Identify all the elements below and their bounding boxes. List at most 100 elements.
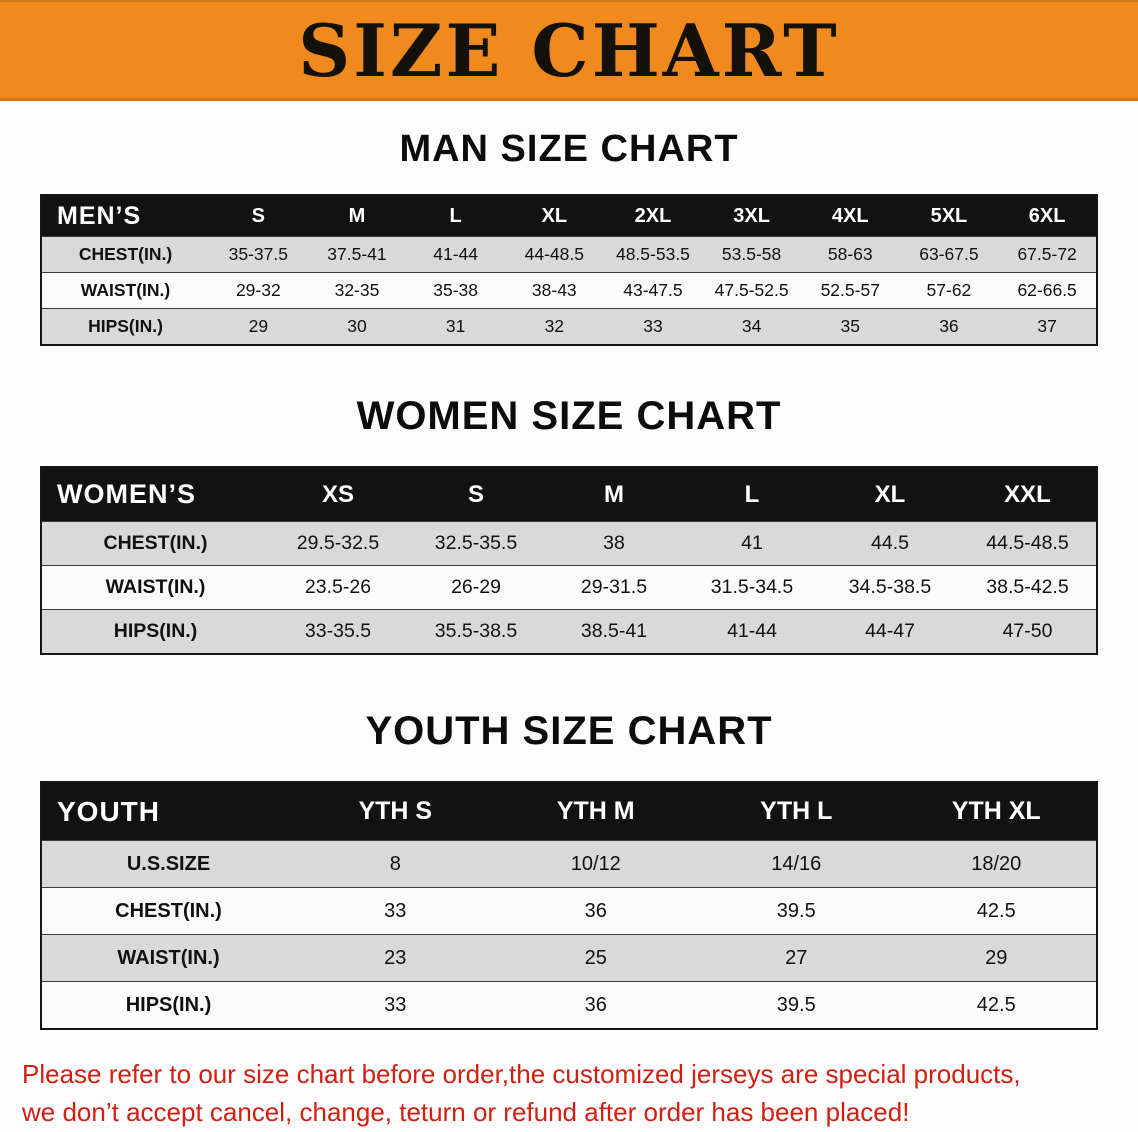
table-row: WAIST(IN.) 23 25 27 29 xyxy=(41,934,1097,982)
column-header: M xyxy=(307,195,407,237)
table-row: CHEST(IN.) 35-37.5 37.5-41 41-44 44-48.5 48.5… xyxy=(41,236,1097,273)
row-label: WAIST(IN.) xyxy=(41,565,269,610)
table-cell: 29 xyxy=(209,308,308,345)
table-header: MEN’S S M L XL 2XL 3XL 4XL 5XL 6XL xyxy=(41,195,1097,237)
row-label: WAIST(IN.) xyxy=(41,934,295,982)
table-cell: 48.5-53.5 xyxy=(603,236,703,273)
table-cell: 32-35 xyxy=(307,272,407,309)
table-cell: 38-43 xyxy=(504,272,604,309)
disclaimer-text: Please refer to our size chart before or… xyxy=(22,1056,1116,1131)
table-cell: 62-66.5 xyxy=(998,272,1097,309)
table-cell: 38 xyxy=(545,521,683,566)
table-cell: 23.5-26 xyxy=(269,565,407,610)
column-header: YTH XL xyxy=(896,782,1097,841)
column-header: YTH M xyxy=(495,782,696,841)
table-cell: 41-44 xyxy=(406,236,505,273)
table-header: YOUTH YTH S YTH M YTH L YTH XL xyxy=(41,782,1097,841)
men-size-table: MEN’S S M L XL 2XL 3XL 4XL 5XL 6XL CHEST(IN.) 35-37… xyxy=(40,194,1098,346)
column-header: XXL xyxy=(959,467,1097,522)
table-cell: 34 xyxy=(702,308,801,345)
row-label: U.S.SIZE xyxy=(41,840,295,888)
table-cell: 44.5-48.5 xyxy=(959,521,1097,566)
table-body: CHEST(IN.) 29.5-32.5 32.5-35.5 38 41 44.5 44.5… xyxy=(41,521,1097,654)
section-heading-women: WOMEN SIZE CHART xyxy=(356,394,782,438)
column-header: 5XL xyxy=(899,195,999,237)
disclaimer-line-1: Please refer to our size chart before or… xyxy=(22,1059,1021,1089)
table-cell: 35-38 xyxy=(406,272,505,309)
youth-size-table: YOUTH YTH S YTH M YTH L YTH XL U.S.SIZE 8 10/12… xyxy=(40,781,1098,1030)
table-cell: 37 xyxy=(998,308,1097,345)
table-cell: 52.5-57 xyxy=(800,272,900,309)
table-cell: 32 xyxy=(504,308,604,345)
table-cell: 42.5 xyxy=(896,981,1097,1029)
disclaimer-line-2: we don’t accept cancel, change, teturn o… xyxy=(22,1096,910,1127)
section-men: MAN SIZE CHART MEN’S S M L XL 2XL 3XL 4XL 5XL 6XL… xyxy=(0,128,1138,346)
table-cell: 33 xyxy=(603,308,703,345)
table-cell: 47-50 xyxy=(959,609,1097,654)
table-cell: 18/20 xyxy=(896,840,1097,888)
table-cell: 25 xyxy=(495,934,696,982)
column-header: S xyxy=(209,195,308,237)
table-cell: 38.5-42.5 xyxy=(959,565,1097,610)
table-cell: 38.5-41 xyxy=(545,609,683,654)
table-cell: 27 xyxy=(696,934,897,982)
table-cell: 23 xyxy=(295,934,496,982)
table-cell: 8 xyxy=(295,840,496,888)
table-cell: 10/12 xyxy=(495,840,696,888)
table-cell: 58-63 xyxy=(800,236,900,273)
column-header: YTH L xyxy=(696,782,897,841)
column-header: 3XL xyxy=(702,195,801,237)
row-label: HIPS(IN.) xyxy=(41,609,269,654)
table-cell: 31 xyxy=(406,308,505,345)
column-header: L xyxy=(406,195,505,237)
table-header-row: MEN’S S M L XL 2XL 3XL 4XL 5XL 6XL xyxy=(41,195,1097,237)
table-cell: 47.5-52.5 xyxy=(702,272,801,309)
table-row: HIPS(IN.) 29 30 31 32 33 34 35 36 37 xyxy=(41,308,1097,345)
table-title-cell: MEN’S xyxy=(41,195,209,237)
table-row: HIPS(IN.) 33-35.5 35.5-38.5 38.5-41 41-44 44-… xyxy=(41,609,1097,654)
table-cell: 44-47 xyxy=(821,609,959,654)
column-header: L xyxy=(683,467,821,522)
section-heading-men: MAN SIZE CHART xyxy=(399,128,739,170)
table-cell: 44.5 xyxy=(821,521,959,566)
table-cell: 53.5-58 xyxy=(702,236,801,273)
table-cell: 44-48.5 xyxy=(504,236,604,273)
column-header: 6XL xyxy=(998,195,1097,237)
table-cell: 35 xyxy=(800,308,900,345)
table-cell: 41 xyxy=(683,521,821,566)
table-cell: 36 xyxy=(495,981,696,1029)
row-label: CHEST(IN.) xyxy=(41,236,209,273)
column-header: M xyxy=(545,467,683,522)
table-cell: 42.5 xyxy=(896,887,1097,935)
table-cell: 34.5-38.5 xyxy=(821,565,959,610)
table-body: CHEST(IN.) 35-37.5 37.5-41 41-44 44-48.5 48.5… xyxy=(41,236,1097,345)
table-cell: 63-67.5 xyxy=(899,236,999,273)
column-header: YTH S xyxy=(295,782,496,841)
table-header-row: WOMEN’S XS S M L XL XXL xyxy=(41,467,1097,522)
table-cell: 35-37.5 xyxy=(209,236,308,273)
table-cell: 39.5 xyxy=(696,981,897,1029)
table-cell: 29.5-32.5 xyxy=(269,521,407,566)
row-label: HIPS(IN.) xyxy=(41,981,295,1029)
column-header: 2XL xyxy=(603,195,703,237)
table-row: WAIST(IN.) 29-32 32-35 35-38 38-43 43-47.5 47.… xyxy=(41,272,1097,309)
column-header: S xyxy=(407,467,545,522)
table-header-row: YOUTH YTH S YTH M YTH L YTH XL xyxy=(41,782,1097,841)
table-cell: 67.5-72 xyxy=(998,236,1097,273)
banner: SIZE CHART xyxy=(0,0,1138,101)
table-cell: 39.5 xyxy=(696,887,897,935)
row-label: CHEST(IN.) xyxy=(41,887,295,935)
table-title-cell: YOUTH xyxy=(41,782,295,841)
table-cell: 37.5-41 xyxy=(307,236,407,273)
page-title: SIZE CHART xyxy=(298,7,840,93)
table-cell: 29 xyxy=(896,934,1097,982)
column-header: XL xyxy=(821,467,959,522)
table-cell: 41-44 xyxy=(683,609,821,654)
table-cell: 32.5-35.5 xyxy=(407,521,545,566)
table-cell: 43-47.5 xyxy=(603,272,703,309)
table-row: U.S.SIZE 8 10/12 14/16 18/20 xyxy=(41,840,1097,888)
table-cell: 33 xyxy=(295,887,496,935)
column-header: XS xyxy=(269,467,407,522)
table-cell: 33 xyxy=(295,981,496,1029)
